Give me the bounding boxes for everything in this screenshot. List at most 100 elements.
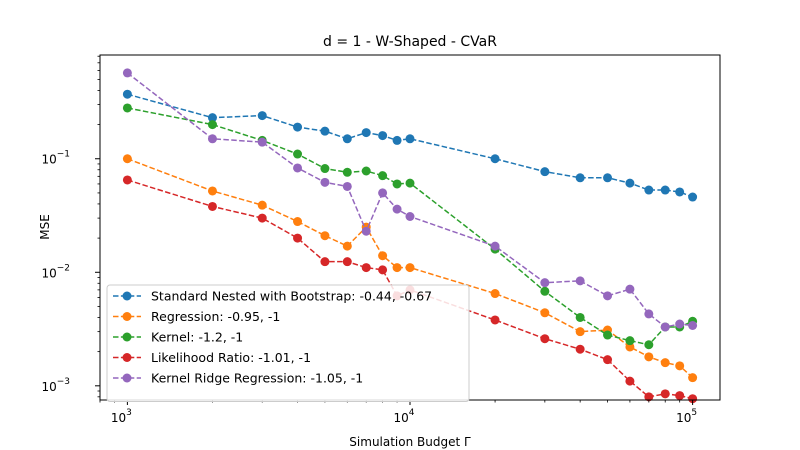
data-point bbox=[293, 233, 303, 243]
data-point bbox=[675, 391, 685, 401]
legend-label: Kernel Ridge Regression: -1.05, -1 bbox=[151, 371, 363, 386]
data-point bbox=[644, 309, 654, 319]
data-point bbox=[688, 192, 698, 202]
data-point bbox=[625, 284, 635, 294]
data-point bbox=[342, 241, 352, 251]
legend-label: Likelihood Ratio: -1.01, -1 bbox=[151, 350, 311, 365]
data-point bbox=[575, 327, 585, 337]
data-point bbox=[361, 166, 371, 176]
y-tick-label: 10−3 bbox=[41, 377, 70, 394]
data-point bbox=[490, 241, 500, 251]
data-point bbox=[575, 312, 585, 322]
data-point bbox=[540, 308, 550, 318]
data-point bbox=[257, 213, 267, 223]
legend: Standard Nested with Bootstrap: -0.44, -… bbox=[106, 284, 470, 402]
data-point bbox=[122, 175, 132, 185]
data-point bbox=[342, 181, 352, 191]
data-point bbox=[320, 231, 330, 241]
data-point bbox=[207, 186, 217, 196]
data-point bbox=[603, 355, 613, 365]
chart-title: d = 1 - W-Shaped - CVaR bbox=[323, 34, 497, 50]
y-tick-label: 10−1 bbox=[41, 150, 70, 167]
x-axis-label: Simulation Budget Γ bbox=[349, 435, 471, 449]
data-point bbox=[293, 149, 303, 159]
data-point bbox=[293, 217, 303, 227]
legend-box bbox=[106, 284, 470, 402]
legend-item: Kernel: -1.2, -1 bbox=[113, 330, 243, 345]
data-point bbox=[392, 179, 402, 189]
data-point bbox=[392, 135, 402, 145]
data-point bbox=[320, 257, 330, 267]
data-point bbox=[122, 154, 132, 164]
data-point bbox=[675, 187, 685, 197]
data-point bbox=[122, 103, 132, 113]
data-point bbox=[320, 177, 330, 187]
data-point bbox=[207, 120, 217, 130]
data-point bbox=[540, 286, 550, 296]
data-point bbox=[361, 263, 371, 273]
data-point bbox=[293, 122, 303, 132]
data-point bbox=[575, 276, 585, 286]
data-point bbox=[644, 340, 654, 350]
data-point bbox=[688, 373, 698, 383]
data-point bbox=[320, 126, 330, 136]
data-point bbox=[293, 163, 303, 173]
data-point bbox=[575, 173, 585, 183]
data-point bbox=[625, 336, 635, 346]
legend-marker bbox=[122, 373, 132, 383]
legend-marker bbox=[122, 312, 132, 321]
data-point bbox=[603, 330, 613, 340]
data-point bbox=[342, 134, 352, 144]
legend-item: Likelihood Ratio: -1.01, -1 bbox=[113, 350, 311, 365]
data-point bbox=[378, 188, 388, 198]
data-point bbox=[644, 392, 654, 402]
data-point bbox=[378, 171, 388, 181]
data-point bbox=[342, 257, 352, 267]
data-point bbox=[660, 358, 670, 368]
y-axis-label: MSE bbox=[38, 214, 52, 240]
legend-label: Regression: -0.95, -1 bbox=[151, 309, 280, 324]
data-point bbox=[405, 134, 415, 144]
data-point bbox=[122, 68, 132, 78]
data-point bbox=[257, 111, 267, 121]
legend-marker bbox=[122, 291, 132, 301]
data-point bbox=[122, 89, 132, 99]
data-point bbox=[378, 251, 388, 261]
data-point bbox=[625, 342, 635, 352]
data-point bbox=[540, 278, 550, 288]
data-point bbox=[675, 361, 685, 371]
legend-marker bbox=[122, 353, 132, 362]
data-point bbox=[675, 319, 685, 329]
data-point bbox=[625, 376, 635, 386]
data-point bbox=[490, 154, 500, 164]
data-point bbox=[405, 212, 415, 221]
x-tick-label: 105 bbox=[676, 408, 697, 425]
data-point bbox=[207, 134, 217, 144]
data-point bbox=[257, 137, 267, 147]
data-point bbox=[575, 344, 585, 354]
legend-marker bbox=[122, 332, 132, 342]
data-point bbox=[392, 204, 402, 214]
data-point bbox=[540, 334, 550, 344]
plot-area bbox=[122, 68, 698, 404]
data-point bbox=[490, 289, 500, 299]
data-point bbox=[644, 185, 654, 195]
data-point bbox=[361, 128, 371, 138]
data-point bbox=[540, 167, 550, 177]
data-point bbox=[405, 263, 415, 273]
data-point bbox=[320, 164, 330, 174]
data-point bbox=[490, 315, 500, 325]
x-tick-label: 103 bbox=[111, 408, 132, 425]
data-point bbox=[660, 389, 670, 399]
data-point bbox=[378, 131, 388, 141]
data-point bbox=[644, 352, 654, 362]
legend-label: Kernel: -1.2, -1 bbox=[151, 330, 243, 345]
data-point bbox=[207, 113, 217, 123]
legend-item: Kernel Ridge Regression: -1.05, -1 bbox=[113, 371, 363, 386]
data-point bbox=[207, 201, 217, 211]
y-axis: 10−3 10−2 10−1 bbox=[41, 55, 100, 398]
legend-label: Standard Nested with Bootstrap: -0.44, -… bbox=[151, 289, 432, 304]
series-1 bbox=[122, 154, 698, 383]
data-point bbox=[405, 178, 415, 188]
